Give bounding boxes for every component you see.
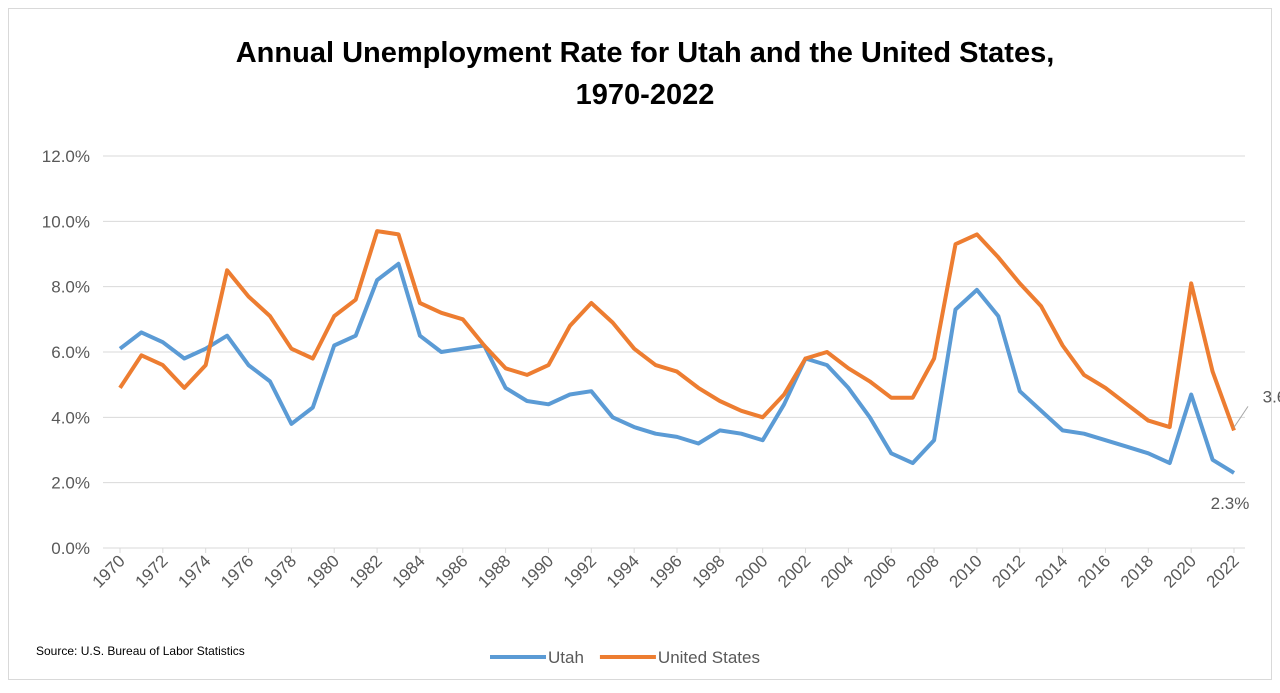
data-label: 3.6% (1263, 387, 1280, 406)
series-line (118, 229, 1236, 432)
source-note: Source: U.S. Bureau of Labor Statistics (36, 644, 245, 658)
chart-title: Annual Unemployment Rate for Utah and th… (236, 37, 1055, 69)
y-tick-label: 8.0% (51, 278, 90, 297)
chart-subtitle: 1970-2022 (576, 79, 715, 111)
y-tick-label: 4.0% (51, 408, 90, 427)
y-tick-label: 0.0% (51, 539, 90, 558)
series-line (118, 261, 1236, 475)
data-label: 2.3% (1211, 494, 1250, 513)
y-tick-label: 12.0% (42, 147, 90, 166)
legend-label: Utah (548, 648, 584, 667)
legend-label: United States (658, 648, 760, 667)
y-tick-label: 10.0% (42, 212, 90, 231)
y-tick-label: 6.0% (51, 343, 90, 362)
label-leader (1233, 406, 1249, 428)
y-tick-label: 2.0% (51, 474, 90, 493)
